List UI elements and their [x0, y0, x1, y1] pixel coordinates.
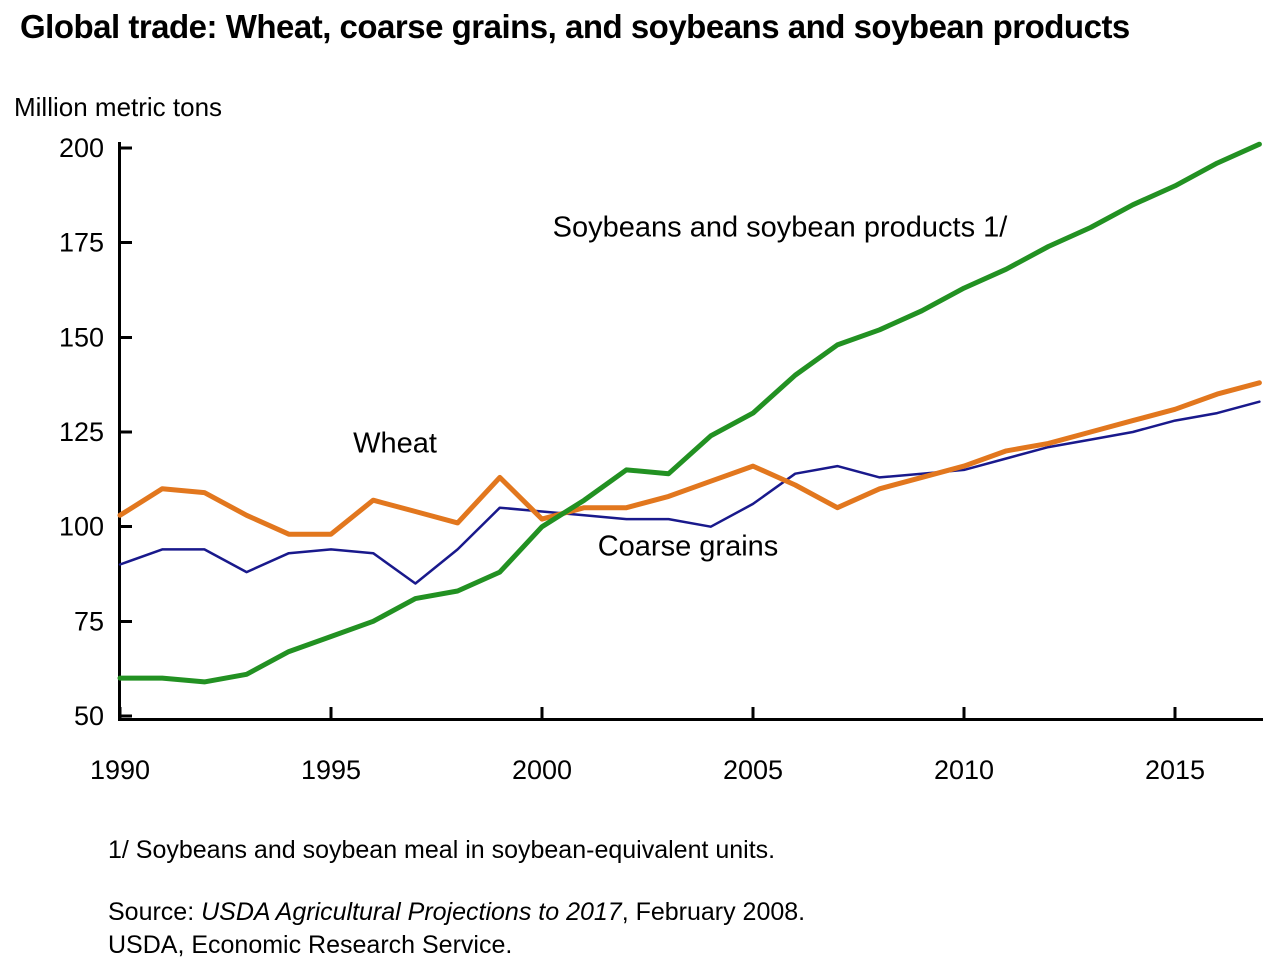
source-line-2: USDA, Economic Research Service. [108, 931, 513, 959]
source-suffix: , February 2008. [621, 898, 806, 926]
y-tick-label: 50 [74, 701, 104, 731]
x-tick-label: 1990 [90, 755, 150, 785]
x-tick-label: 1995 [301, 755, 361, 785]
footnote: 1/ Soybeans and soybean meal in soybean-… [108, 836, 776, 864]
source-line: Source: USDA Agricultural Projections to… [108, 898, 805, 927]
series-line-soybeans [117, 141, 1262, 685]
line-chart: 50 75 100 125 150 175 200 1990 1995 2000 2005 2010 2… [59, 133, 1263, 785]
y-tick-label: 75 [74, 606, 104, 636]
x-tick-label: 2000 [512, 755, 572, 785]
x-tick-label: 2005 [723, 755, 783, 785]
chart-title: Global trade: Wheat, coarse grains, and … [20, 8, 1130, 45]
y-tick-label: 100 [59, 512, 104, 542]
y-tick-label: 125 [59, 417, 104, 447]
series-label-soybeans: Soybeans and soybean products 1/ [552, 211, 1008, 244]
axes [118, 142, 1263, 721]
y-tick-label: 150 [59, 322, 104, 352]
series-line-wheat [117, 380, 1262, 537]
y-axis-unit-label: Million metric tons [14, 92, 223, 122]
series-label-coarse-grains: Coarse grains [597, 530, 779, 563]
chart-canvas: 50 75 100 125 150 175 200 1990 1995 2000 2005 2010 2… [59, 133, 1263, 785]
y-tick-label: 175 [59, 228, 104, 258]
series-line-coarse [118, 400, 1261, 585]
series-label-wheat: Wheat [353, 427, 437, 460]
x-tick-label: 2015 [1145, 755, 1205, 785]
x-tick-label: 2010 [934, 755, 994, 785]
source-prefix: Source: [108, 898, 202, 926]
y-tick-label: 200 [59, 133, 104, 163]
source-publication: USDA Agricultural Projections to 2017 [201, 898, 622, 926]
